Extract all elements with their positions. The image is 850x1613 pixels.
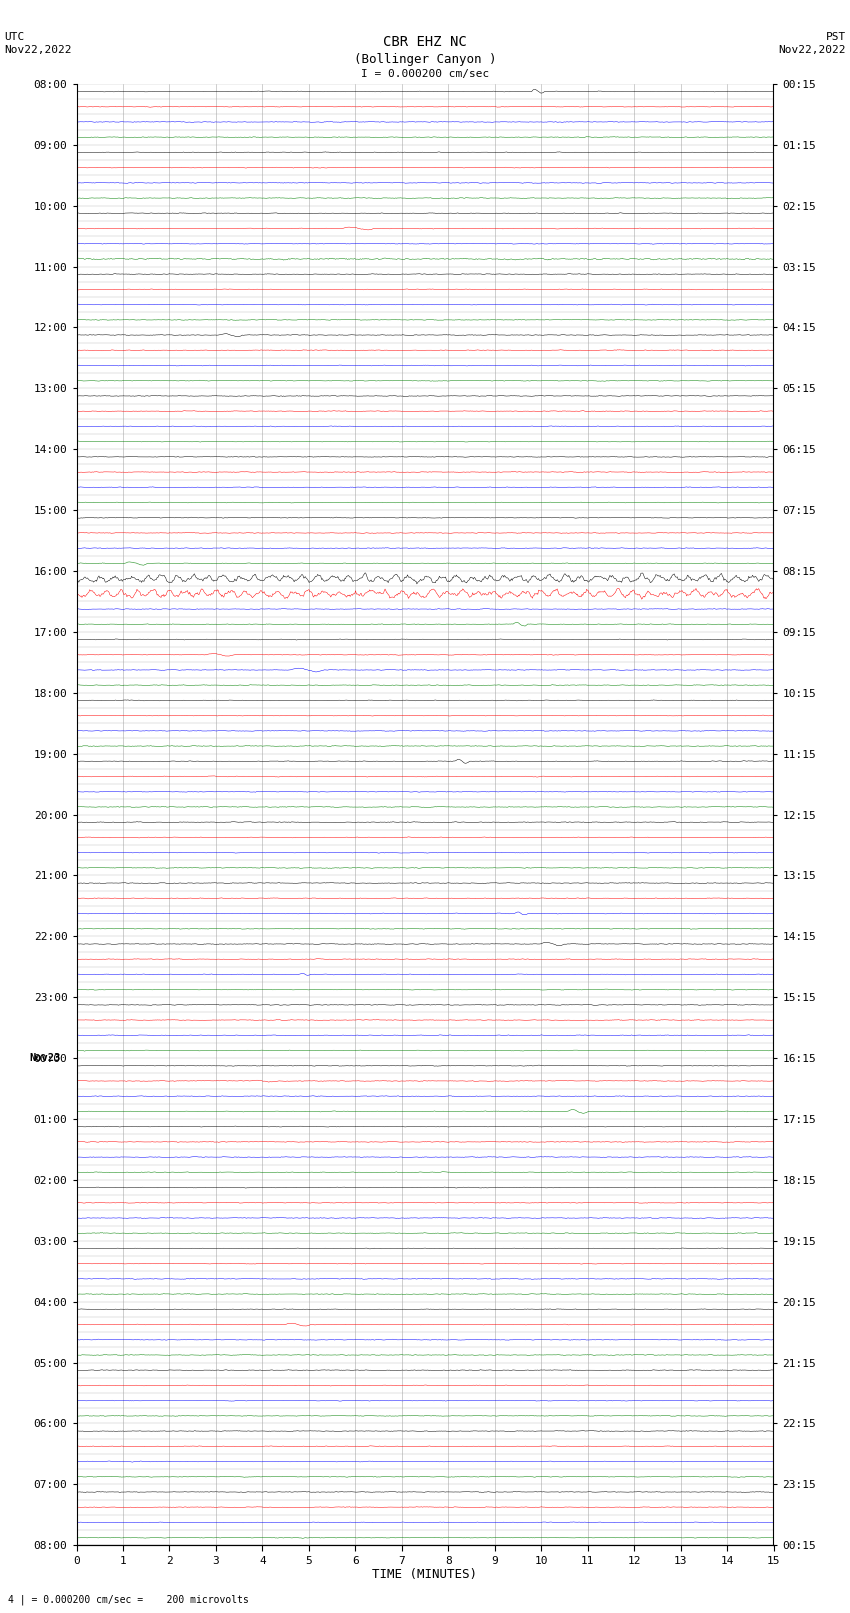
Text: Nov22,2022: Nov22,2022 bbox=[779, 45, 846, 55]
Text: Nov22,2022: Nov22,2022 bbox=[4, 45, 71, 55]
Text: Nov23: Nov23 bbox=[29, 1053, 60, 1063]
Text: (Bollinger Canyon ): (Bollinger Canyon ) bbox=[354, 53, 496, 66]
X-axis label: TIME (MINUTES): TIME (MINUTES) bbox=[372, 1568, 478, 1581]
Text: CBR EHZ NC: CBR EHZ NC bbox=[383, 35, 467, 50]
Text: PST: PST bbox=[825, 32, 846, 42]
Text: 4 | = 0.000200 cm/sec =    200 microvolts: 4 | = 0.000200 cm/sec = 200 microvolts bbox=[8, 1594, 249, 1605]
Text: I = 0.000200 cm/sec: I = 0.000200 cm/sec bbox=[361, 69, 489, 79]
Text: UTC: UTC bbox=[4, 32, 25, 42]
